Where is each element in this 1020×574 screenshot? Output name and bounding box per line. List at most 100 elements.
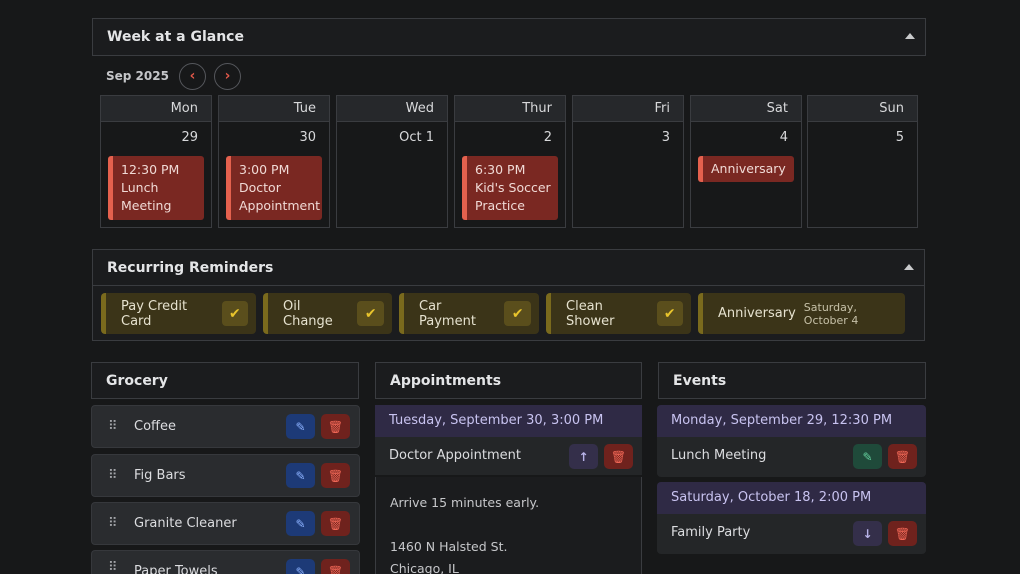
calendar-event[interactable]: 3:00 PM Doctor Appointment bbox=[226, 156, 322, 220]
day-column-tue[interactable]: Tue 30 3:00 PM Doctor Appointment bbox=[218, 95, 330, 228]
list-item[interactable]: ⠿ Granite Cleaner ✎ 🗑 bbox=[91, 502, 360, 545]
edit-button[interactable]: ✎ bbox=[286, 463, 315, 488]
check-icon[interactable]: ✔ bbox=[357, 301, 384, 326]
arrow-down-icon: ↓ bbox=[862, 526, 873, 541]
reminder-item[interactable]: Clean Shower ✔ bbox=[546, 293, 691, 334]
event-card[interactable]: Monday, September 29, 12:30 PM Lunch Mee… bbox=[657, 405, 926, 477]
day-number: 30 bbox=[299, 130, 316, 145]
list-item[interactable]: ⠿ Coffee ✎ 🗑 bbox=[91, 405, 360, 448]
reminder-item[interactable]: Anniversary Saturday, October 4 bbox=[698, 293, 905, 334]
calendar-event[interactable]: 6:30 PM Kid's Soccer Practice bbox=[462, 156, 558, 220]
delete-button[interactable]: 🗑 bbox=[321, 414, 350, 439]
reminder-label: Anniversary bbox=[718, 306, 796, 321]
edit-button[interactable]: ✎ bbox=[286, 559, 315, 574]
appointment-address-line: 1460 N Halsted St. bbox=[390, 539, 508, 554]
drag-handle-icon[interactable]: ⠿ bbox=[108, 515, 118, 531]
day-name: Wed bbox=[337, 96, 447, 122]
week-at-a-glance-panel: Week at a Glance bbox=[92, 18, 926, 56]
event-title-line: Anniversary bbox=[711, 161, 786, 176]
trash-icon: 🗑 bbox=[894, 449, 911, 464]
item-label: Coffee bbox=[134, 419, 176, 434]
reminder-item[interactable]: Oil Change ✔ bbox=[263, 293, 392, 334]
event-name: Family Party bbox=[671, 525, 751, 540]
event-title-line: Kid's Soccer bbox=[475, 180, 551, 195]
event-title-line: Meeting bbox=[121, 198, 172, 213]
item-label: Paper Towels bbox=[134, 564, 218, 574]
event-title-line: Appointment bbox=[239, 198, 321, 213]
event-item[interactable]: Family Party ↓ 🗑 bbox=[657, 514, 926, 552]
day-column-mon[interactable]: Mon 29 12:30 PM Lunch Meeting bbox=[100, 95, 212, 228]
calendar-event[interactable]: 12:30 PM Lunch Meeting bbox=[108, 156, 204, 220]
event-date: Monday, September 29, 12:30 PM bbox=[657, 405, 926, 437]
trash-icon: 🗑 bbox=[327, 468, 344, 483]
day-name: Sat bbox=[691, 96, 801, 122]
edit-button[interactable]: ✎ bbox=[853, 444, 882, 469]
pencil-icon: ✎ bbox=[295, 564, 306, 574]
week-title: Week at a Glance bbox=[107, 29, 244, 45]
list-item[interactable]: ⠿ Fig Bars ✎ 🗑 bbox=[91, 454, 360, 497]
pencil-icon: ✎ bbox=[295, 516, 306, 531]
drag-handle-icon[interactable]: ⠿ bbox=[108, 467, 118, 483]
week-header[interactable]: Week at a Glance bbox=[93, 19, 925, 55]
reminder-label: Pay Credit Card bbox=[121, 298, 188, 329]
reminder-label: Car Payment bbox=[419, 298, 476, 329]
pencil-icon: ✎ bbox=[862, 449, 873, 464]
delete-button[interactable]: 🗑 bbox=[321, 511, 350, 536]
edit-button[interactable]: ✎ bbox=[286, 511, 315, 536]
event-item[interactable]: Lunch Meeting ✎ 🗑 bbox=[657, 437, 926, 475]
trash-icon: 🗑 bbox=[327, 516, 344, 531]
event-card[interactable]: Saturday, October 18, 2:00 PM Family Par… bbox=[657, 482, 926, 554]
day-column-wed[interactable]: Wed Oct 1 bbox=[336, 95, 448, 228]
event-title-line: Doctor bbox=[239, 180, 281, 195]
delete-button[interactable]: 🗑 bbox=[888, 444, 917, 469]
appointment-details: Arrive 15 minutes early. 1460 N Halsted … bbox=[375, 477, 642, 574]
collapse-caret-icon[interactable] bbox=[904, 264, 914, 270]
day-number: Oct 1 bbox=[399, 130, 434, 145]
expand-button[interactable]: ↓ bbox=[853, 521, 882, 546]
chevron-left-icon: ‹ bbox=[189, 68, 196, 84]
check-icon[interactable]: ✔ bbox=[504, 301, 531, 326]
edit-button[interactable]: ✎ bbox=[286, 414, 315, 439]
check-icon[interactable]: ✔ bbox=[656, 301, 683, 326]
appointment-name: Doctor Appointment bbox=[389, 448, 521, 463]
event-title-line: Lunch bbox=[121, 180, 159, 195]
delete-button[interactable]: 🗑 bbox=[888, 521, 917, 546]
delete-button[interactable]: 🗑 bbox=[321, 463, 350, 488]
appointment-item[interactable]: Doctor Appointment ↑ 🗑 bbox=[375, 437, 642, 475]
calendar-event[interactable]: Anniversary bbox=[698, 156, 794, 182]
day-number: 4 bbox=[779, 130, 788, 145]
pencil-icon: ✎ bbox=[295, 419, 306, 434]
day-column-thur[interactable]: Thur 2 6:30 PM Kid's Soccer Practice bbox=[454, 95, 566, 228]
day-number: 3 bbox=[661, 130, 670, 145]
month-label: Sep 2025 bbox=[106, 69, 169, 83]
day-column-sat[interactable]: Sat 4 Anniversary bbox=[690, 95, 802, 228]
prev-week-button[interactable]: ‹ bbox=[178, 62, 206, 90]
list-item[interactable]: ⠿ Paper Towels ✎ 🗑 bbox=[91, 550, 360, 574]
day-name: Fri bbox=[573, 96, 683, 122]
delete-button[interactable]: 🗑 bbox=[604, 444, 633, 469]
delete-button[interactable]: 🗑 bbox=[321, 559, 350, 574]
day-column-fri[interactable]: Fri 3 bbox=[572, 95, 684, 228]
reminder-item[interactable]: Car Payment ✔ bbox=[399, 293, 539, 334]
day-column-sun[interactable]: Sun 5 bbox=[807, 95, 918, 228]
check-icon[interactable]: ✔ bbox=[221, 301, 248, 326]
trash-icon: 🗑 bbox=[610, 449, 627, 464]
item-label: Granite Cleaner bbox=[134, 516, 237, 531]
appointment-date: Tuesday, September 30, 3:00 PM bbox=[375, 405, 642, 437]
reminder-label: Oil Change bbox=[283, 298, 333, 329]
reminder-item[interactable]: Pay Credit Card ✔ bbox=[101, 293, 256, 334]
collapse-button[interactable]: ↑ bbox=[569, 444, 598, 469]
drag-handle-icon[interactable]: ⠿ bbox=[108, 560, 118, 574]
collapse-caret-icon[interactable] bbox=[905, 33, 915, 39]
next-week-button[interactable]: › bbox=[213, 62, 241, 90]
drag-handle-icon[interactable]: ⠿ bbox=[108, 418, 118, 434]
day-number: 29 bbox=[181, 130, 198, 145]
event-time: 3:00 PM bbox=[239, 162, 290, 177]
trash-icon: 🗑 bbox=[894, 526, 911, 541]
day-number: 2 bbox=[543, 130, 552, 145]
reminders-header[interactable]: Recurring Reminders bbox=[93, 250, 924, 286]
day-name: Tue bbox=[219, 96, 329, 122]
event-title-line: Practice bbox=[475, 198, 525, 213]
item-label: Fig Bars bbox=[134, 468, 186, 483]
recurring-reminders-panel: Recurring Reminders Pay Credit Card ✔ Oi… bbox=[92, 249, 925, 341]
